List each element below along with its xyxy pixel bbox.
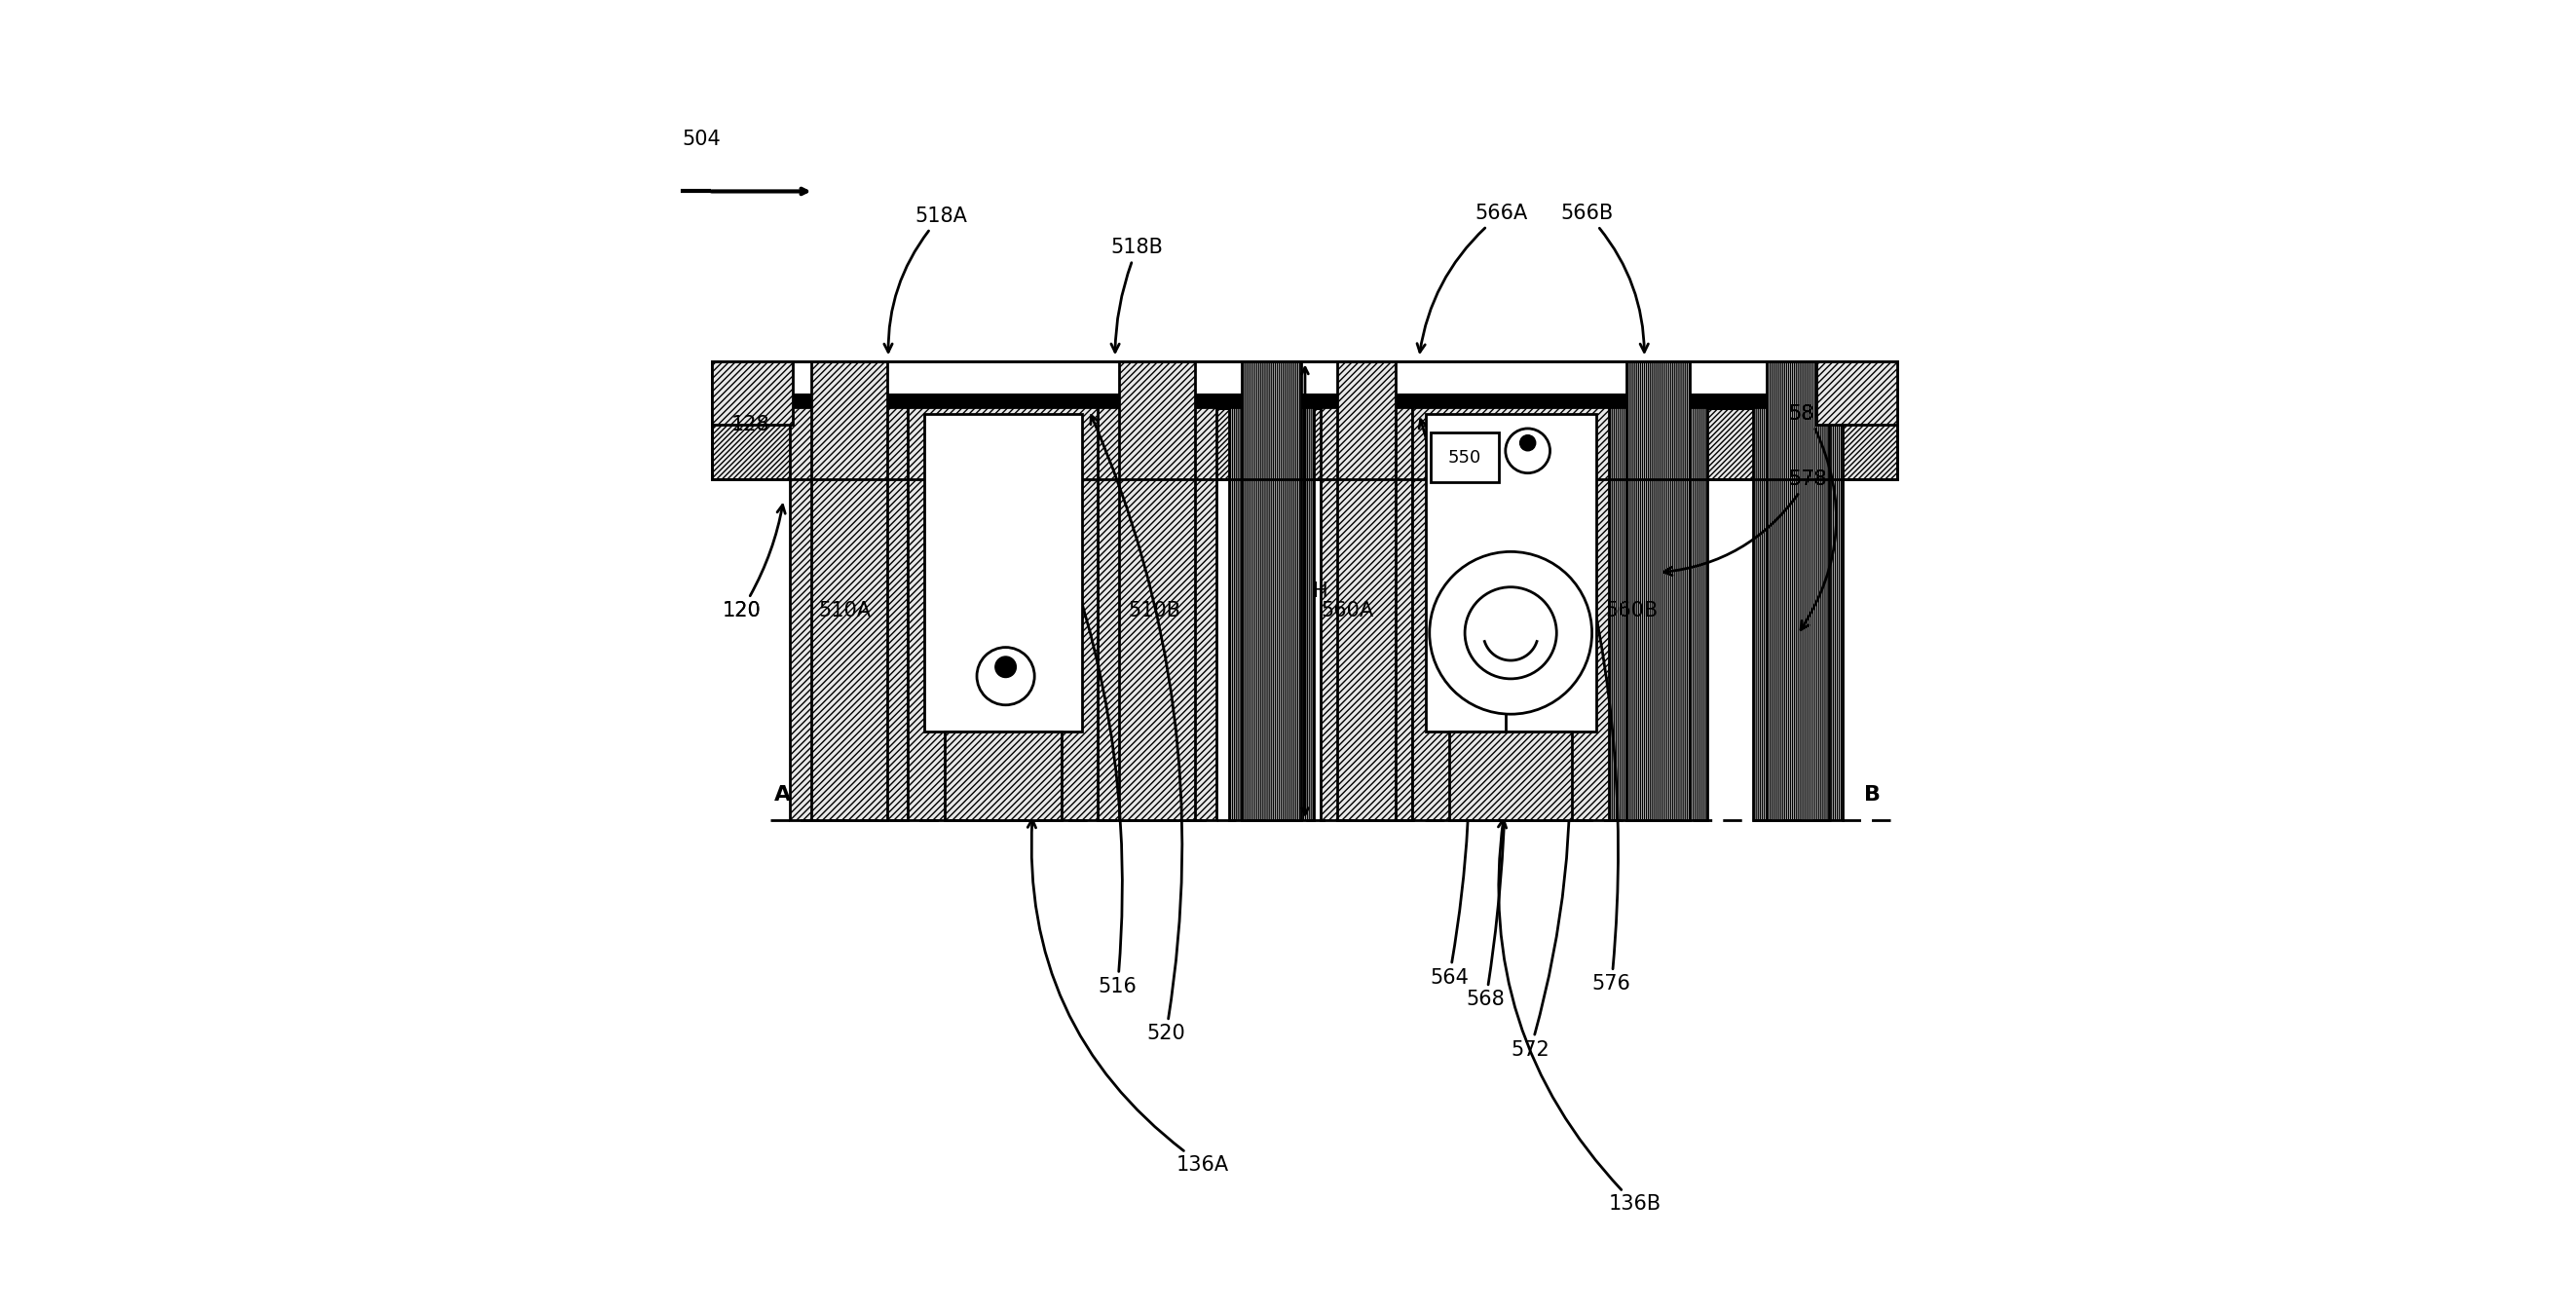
Text: 510B: 510B [1128,601,1180,620]
Text: 560B: 560B [1605,601,1656,620]
Bar [1337,361,1396,821]
Bar [1430,432,1499,482]
Bar [1610,407,1708,821]
Text: 120: 120 [721,601,760,620]
Text: 572: 572 [1494,419,1569,1060]
Bar [1767,361,1829,821]
Text: B: B [1862,785,1880,805]
Text: 500: 500 [976,687,1015,705]
Text: 560A: 560A [1321,601,1373,620]
Circle shape [994,656,1015,678]
Circle shape [976,647,1036,705]
Text: 564: 564 [1419,420,1471,987]
Text: 550: 550 [1448,449,1481,466]
Text: 578: 578 [1664,470,1826,575]
Text: 136B: 136B [1499,819,1662,1215]
Text: 566A: 566A [1417,204,1528,352]
Text: A: A [775,785,791,805]
Bar [1816,361,1896,424]
Bar [1321,407,1412,821]
Bar [1412,407,1610,821]
Text: 120: 120 [721,506,786,620]
Text: 504: 504 [683,129,721,148]
Text: 128: 128 [732,415,770,435]
Text: 520: 520 [1090,415,1185,1044]
Bar [711,361,1896,479]
Bar [1097,407,1216,821]
Text: H: H [1314,582,1329,601]
Text: 580: 580 [1788,404,1837,630]
Bar [1229,407,1314,821]
Bar [711,393,1896,410]
Circle shape [1430,551,1592,714]
Bar [714,362,1896,393]
Circle shape [1520,435,1535,450]
Bar [925,414,1082,731]
Bar [945,731,1061,821]
Text: 578: 578 [1788,470,1826,490]
Text: 518A: 518A [884,206,966,352]
Text: 568: 568 [1463,420,1507,1010]
Text: 580: 580 [1788,404,1826,424]
Bar [1425,414,1597,731]
Bar [1754,407,1842,821]
Text: 516: 516 [1005,415,1136,997]
Text: 566B: 566B [1561,204,1649,352]
Bar [909,407,1097,821]
Text: 136A: 136A [1028,819,1229,1175]
Bar [1118,361,1195,821]
Text: 514: 514 [961,549,999,569]
Circle shape [1466,587,1556,679]
Bar [711,361,793,424]
Bar [791,407,909,821]
Bar [1450,731,1571,821]
Bar [1242,361,1301,821]
Text: 518B: 518B [1110,238,1164,352]
Text: 510A: 510A [819,601,871,620]
Text: 576: 576 [1564,487,1631,994]
Circle shape [1504,428,1551,473]
Bar [1625,361,1690,821]
Bar [711,361,1896,479]
Text: 562: 562 [1522,549,1561,569]
Bar [811,361,886,821]
